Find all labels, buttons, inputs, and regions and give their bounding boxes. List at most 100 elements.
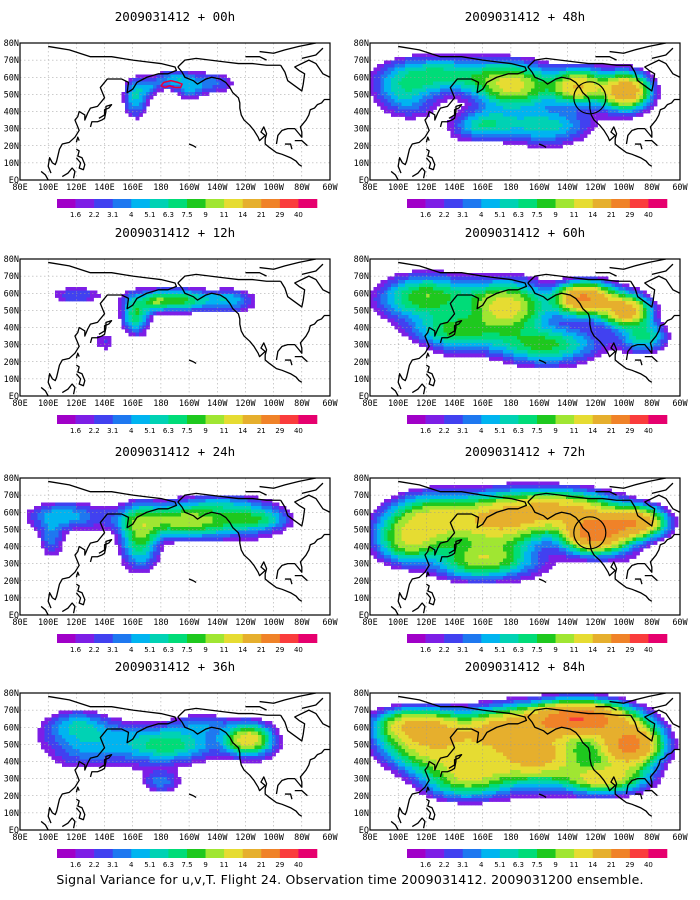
lat-tick-label: 10N	[354, 159, 369, 169]
colorbar-swatch	[648, 849, 668, 858]
lon-tick-label: 80W	[644, 399, 660, 409]
colorbar-level-label: 7.5	[531, 211, 542, 219]
colorbar: 1.6 2.2 3.1 4 5.1 6.3 7.5 9 11 14 21 29 40	[57, 849, 318, 869]
colorbar-swatch	[462, 634, 482, 643]
lon-tick-label: 180	[153, 399, 168, 409]
lat-tick-label: EQ	[9, 176, 19, 186]
variance-field	[20, 478, 330, 615]
colorbar-swatch	[168, 849, 188, 858]
colorbar-level-label: 7.5	[181, 861, 192, 869]
lat-tick-label: 20N	[4, 142, 19, 152]
colorbar-swatch	[187, 199, 206, 208]
colorbar-level-label: 21	[607, 861, 616, 869]
colorbar-swatch	[629, 849, 649, 858]
lat-tick-label: 60N	[354, 508, 369, 518]
map-panel-24h: 2009031412 + 24h 80N 70N 60N 50N 40N 30N 20N 10N…	[4, 444, 339, 654]
colorbar-level-label: 7.5	[181, 211, 192, 219]
colorbar-level-label: 9	[553, 646, 557, 654]
colorbar-level-label: 4	[479, 211, 484, 219]
lon-tick-label: 80E	[12, 618, 27, 628]
lon-tick-label: 120E	[416, 399, 436, 409]
colorbar-swatch	[224, 849, 244, 858]
lon-tick-label: 140E	[94, 183, 114, 193]
lon-tick-label: 100E	[388, 833, 408, 843]
coastline	[40, 693, 330, 830]
colorbar-swatch	[499, 415, 519, 424]
colorbar-level-label: 21	[257, 211, 266, 219]
lon-tick-label: 100W	[613, 183, 634, 193]
colorbar-swatch	[537, 634, 556, 643]
lon-tick-label: 120W	[235, 183, 256, 193]
lon-tick-label: 100E	[388, 618, 408, 628]
lon-tick-label: 60W	[322, 183, 338, 193]
colorbar-level-label: 5.1	[494, 211, 505, 219]
colorbar-level-label: 2.2	[439, 861, 450, 869]
colorbar-swatch	[462, 849, 482, 858]
variance-field	[370, 43, 680, 180]
colorbar-swatch	[518, 634, 538, 643]
lat-tick-label: 30N	[354, 775, 369, 785]
colorbar-level-label: 14	[238, 646, 247, 654]
lat-tick-label: 70N	[4, 272, 19, 282]
colorbar-swatch	[279, 199, 299, 208]
lon-tick-label: 80E	[12, 833, 27, 843]
lon-tick-label: 160W	[179, 399, 200, 409]
lon-tick-label: 160W	[179, 618, 200, 628]
colorbar-swatch	[425, 849, 445, 858]
lat-tick-label: 30N	[4, 560, 19, 570]
lat-tick-label: 50N	[354, 90, 369, 100]
lon-tick-label: 140E	[444, 399, 464, 409]
colorbar-swatch	[462, 199, 482, 208]
colorbar-swatch	[407, 415, 426, 424]
colorbar-level-label: 21	[607, 646, 616, 654]
colorbar-swatch	[75, 849, 95, 858]
map-frame	[369, 477, 681, 616]
colorbar-level-label: 4	[129, 861, 134, 869]
colorbar-level-label: 14	[588, 427, 597, 435]
colorbar-level-label: 29	[625, 646, 634, 654]
map-panel-36h: 2009031412 + 36h 80N 70N 60N 50N 40N 30N 20N 10N…	[4, 659, 339, 869]
colorbar-swatch	[149, 849, 169, 858]
lat-tick-label: 80N	[4, 474, 19, 484]
colorbar-level-label: 29	[625, 211, 634, 219]
colorbar-level-label: 1.6	[70, 427, 82, 435]
lon-tick-label: 140W	[207, 399, 228, 409]
colorbar-swatch	[112, 199, 132, 208]
colorbar-level-label: 14	[588, 211, 597, 219]
lat-tick-label: 30N	[4, 341, 19, 351]
colorbar-level-label: 11	[220, 211, 229, 219]
panel-title: 2009031412 + 24h	[115, 444, 235, 459]
lon-tick-label: 120E	[416, 833, 436, 843]
lat-tick-label: EQ	[359, 176, 369, 186]
lat-tick-label: 70N	[4, 491, 19, 501]
colorbar-swatch	[425, 634, 445, 643]
lon-tick-label: 100E	[38, 618, 58, 628]
colorbar-swatch	[555, 849, 575, 858]
colorbar-level-label: 7.5	[531, 861, 542, 869]
lat-tick-label: 60N	[4, 73, 19, 83]
colorbar-level-label: 5.1	[144, 211, 155, 219]
lon-tick-label: 180	[503, 618, 518, 628]
colorbar-swatch	[168, 415, 188, 424]
lat-tick-label: 70N	[354, 272, 369, 282]
colorbar-swatch	[242, 415, 262, 424]
coastline	[40, 478, 330, 615]
colorbar-level-label: 3.1	[457, 646, 468, 654]
lon-tick-label: 160E	[472, 618, 492, 628]
colorbar-swatch	[444, 634, 464, 643]
colorbar-level-label: 11	[570, 646, 579, 654]
colorbar-level-label: 29	[625, 427, 634, 435]
lon-tick-label: 80W	[644, 833, 660, 843]
colorbar-swatch	[112, 415, 132, 424]
colorbar-swatch	[131, 849, 151, 858]
lat-tick-label: EQ	[9, 826, 19, 836]
lon-tick-label: 120W	[585, 183, 606, 193]
colorbar-swatch	[444, 199, 464, 208]
lon-tick-label: 120E	[416, 183, 436, 193]
panel-title: 2009031412 + 00h	[115, 9, 235, 24]
colorbar-swatch	[298, 634, 318, 643]
colorbar: 1.6 2.2 3.1 4 5.1 6.3 7.5 9 11 14 21 29 40	[407, 199, 668, 219]
lon-tick-label: 80E	[362, 183, 377, 193]
colorbar-swatch	[205, 849, 225, 858]
colorbar-level-label: 14	[588, 861, 597, 869]
